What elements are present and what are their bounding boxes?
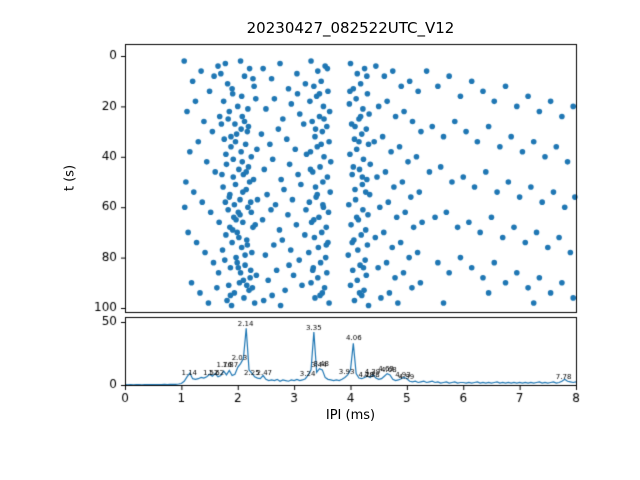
figure-title: 20230427_082522UTC_V12 (246, 19, 455, 37)
y-axis-label: t (s) (62, 164, 78, 192)
x-axis-label: IPI (ms) (325, 408, 376, 423)
